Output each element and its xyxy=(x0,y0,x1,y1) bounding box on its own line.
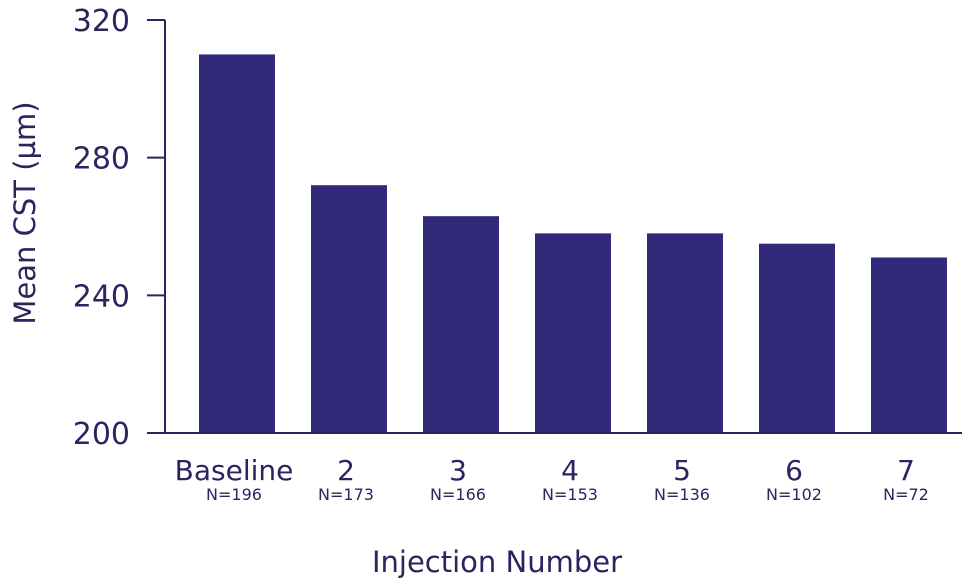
bar-6 xyxy=(759,243,835,433)
x-tick-label-3: 3 xyxy=(449,454,467,487)
sample-size-label-6: N=102 xyxy=(766,485,822,504)
bars-layer xyxy=(199,54,947,434)
sample-size-label-3: N=166 xyxy=(430,485,486,504)
y-tick-label-3: 280 xyxy=(73,142,130,177)
sample-size-label-5: N=136 xyxy=(654,485,710,504)
y-tick-label-2: 240 xyxy=(73,279,130,314)
bar-3 xyxy=(423,216,499,433)
bar-7 xyxy=(871,257,947,433)
sample-size-label-1: N=196 xyxy=(206,485,262,504)
bar-4 xyxy=(535,233,611,433)
x-tick-label-5: 5 xyxy=(673,454,691,487)
x-axis-title: Injection Number xyxy=(372,545,622,579)
sample-size-label-2: N=173 xyxy=(318,485,374,504)
bar-1 xyxy=(199,54,275,434)
x-tick-label-4: 4 xyxy=(561,454,579,487)
bar-2 xyxy=(311,185,387,433)
y-tick-label-1: 200 xyxy=(73,417,130,452)
labels-layer: 200240280320BaselineN=1962N=1733N=1664N=… xyxy=(73,4,929,504)
x-tick-label-6: 6 xyxy=(785,454,803,487)
sample-size-label-7: N=72 xyxy=(883,485,929,504)
x-tick-label-1: Baseline xyxy=(175,454,294,487)
bar-5 xyxy=(647,233,723,433)
y-tick-label-4: 320 xyxy=(73,4,130,39)
x-tick-label-2: 2 xyxy=(337,454,355,487)
axes-layer xyxy=(147,19,962,434)
sample-size-label-4: N=153 xyxy=(542,485,598,504)
x-tick-label-7: 7 xyxy=(897,454,915,487)
y-axis-title: Mean CST (µm) xyxy=(8,101,42,324)
